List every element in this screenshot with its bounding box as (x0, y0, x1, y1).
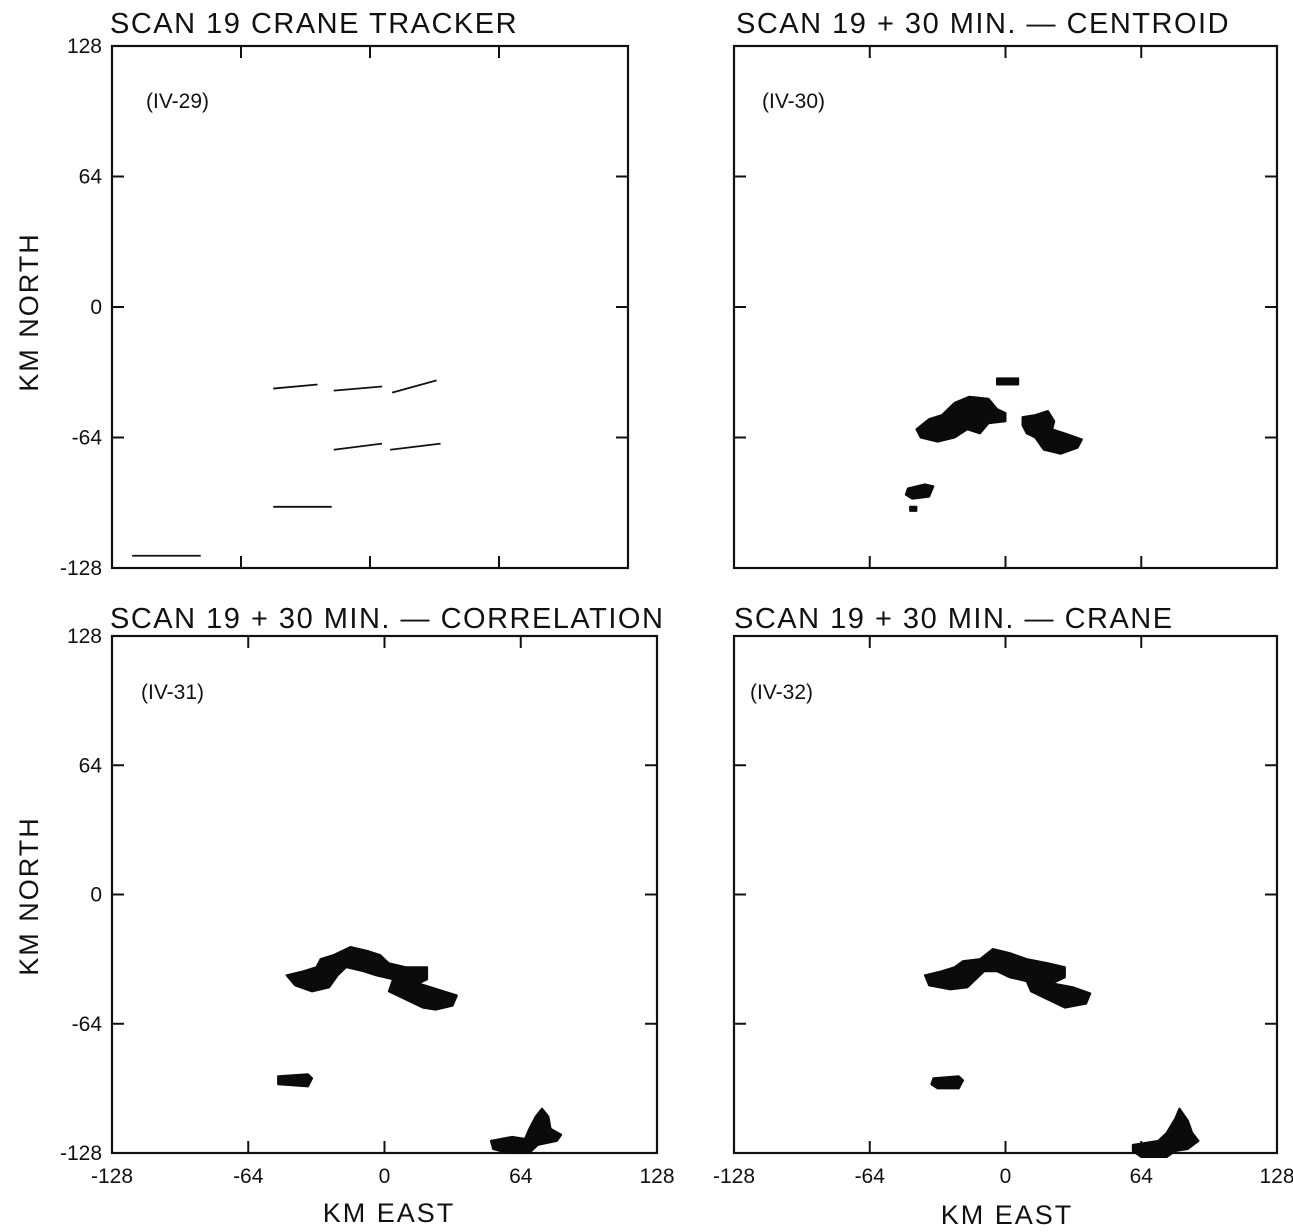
x-tick-label: -128 (713, 1165, 755, 1188)
panel-id-label: (IV-32) (750, 681, 813, 704)
panel-iv-30: SCAN 19 + 30 MIN. — CENTROID (IV-30) (732, 8, 1279, 570)
x-tick-label: 128 (639, 1165, 674, 1188)
x-axis-label-right: KM EAST (941, 1200, 1074, 1230)
echo-region (909, 505, 918, 512)
y-tick-label: -128 (60, 1142, 102, 1165)
panel-title: SCAN 19 + 30 MIN. — CRANE (734, 603, 1174, 635)
x-tick-label: 64 (509, 1165, 533, 1188)
panel-iv-32: SCAN 19 + 30 MIN. — CRANE (IV-32) -128 -6… (713, 603, 1293, 1188)
x-axis-label-left: KM EAST (323, 1198, 456, 1228)
echo-region (1131, 1107, 1200, 1158)
panel-id-label: (IV-31) (141, 681, 204, 704)
echo-region (489, 1107, 563, 1154)
echo-region (915, 395, 1007, 443)
echo-region (904, 483, 935, 500)
tick-layer (733, 45, 1278, 569)
y-tick-label: 64 (79, 754, 103, 777)
mark-layer (904, 377, 1083, 512)
y-tick-label: 64 (79, 166, 103, 189)
panel-id-label: (IV-29) (146, 90, 209, 113)
panel-iv-31: SCAN 19 + 30 MIN. — CORRELATION (IV-31) … (60, 603, 675, 1188)
motion-vector (273, 383, 318, 390)
mark-layer (277, 946, 563, 1154)
plot-frame (110, 634, 659, 1155)
panel-title: SCAN 19 + 30 MIN. — CENTROID (736, 8, 1230, 40)
y-tick-label: -64 (72, 427, 103, 450)
motion-vector (390, 442, 441, 451)
y-tick-label: 128 (67, 625, 102, 648)
y-axis-label-top: KM NORTH (14, 232, 44, 392)
echo-region (930, 1075, 965, 1090)
plot-frame (732, 44, 1279, 570)
y-axis-label-bottom: KM NORTH (14, 816, 44, 976)
motion-vector (333, 442, 383, 451)
plot-frame (110, 44, 630, 570)
panel-iv-29: SCAN 19 CRANE TRACKER (IV-29) 128 64 0 -64 -… (60, 8, 630, 580)
echo-region (923, 948, 1092, 1009)
echo-region (285, 946, 458, 1011)
tick-layer: 128 64 0 -64 -128-128 -64 0 64 128 (60, 625, 675, 1188)
y-tick-label: 0 (90, 884, 102, 907)
plot-frame (732, 634, 1279, 1155)
panel-title: SCAN 19 CRANE TRACKER (110, 8, 518, 40)
x-tick-label: -128 (91, 1165, 133, 1188)
x-tick-label: -64 (855, 1165, 886, 1188)
echo-region (1021, 410, 1083, 455)
motion-vector (333, 385, 383, 392)
y-tick-label: 0 (90, 296, 102, 319)
x-tick-label: 0 (1000, 1165, 1012, 1188)
x-tick-label: -64 (233, 1165, 264, 1188)
echo-region (996, 377, 1020, 386)
y-tick-label: 128 (67, 35, 102, 58)
y-tick-label: -128 (60, 557, 102, 580)
mark-layer (132, 379, 441, 557)
x-tick-label: 64 (1130, 1165, 1154, 1188)
motion-vector (391, 379, 437, 394)
tick-layer: 128 64 0 -64 -128 (60, 35, 629, 580)
y-tick-label: -64 (72, 1013, 103, 1036)
x-tick-label: 128 (1259, 1165, 1293, 1188)
mark-layer (923, 948, 1200, 1158)
x-tick-label: 0 (379, 1165, 391, 1188)
echo-region (277, 1073, 314, 1088)
panel-title: SCAN 19 + 30 MIN. — CORRELATION (110, 603, 664, 635)
panel-id-label: (IV-30) (762, 90, 825, 113)
tick-layer: -128 -64 0 64 128 (713, 635, 1293, 1188)
